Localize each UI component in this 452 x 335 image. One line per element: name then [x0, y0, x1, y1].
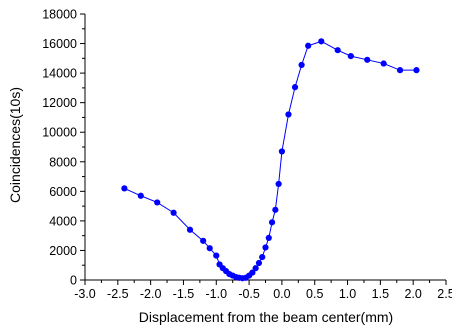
- series-layer: [121, 38, 420, 282]
- data-point: [259, 253, 266, 261]
- data-point: [200, 237, 207, 244]
- data-point: [291, 84, 299, 91]
- data-point: [413, 67, 420, 74]
- y-tick-label: 18000: [42, 8, 77, 22]
- x-tick-label: -1.0: [205, 287, 227, 301]
- data-point: [206, 245, 213, 252]
- x-axis-title: Displacement from the beam center(mm): [139, 309, 393, 325]
- y-axis-title: Coincidences(10s): [7, 87, 23, 203]
- y-tick-label: 0: [70, 274, 77, 288]
- data-point: [137, 192, 144, 199]
- x-tick-label: 2.5: [437, 287, 452, 301]
- data-point: [265, 234, 272, 241]
- data-point: [213, 252, 220, 259]
- data-point: [272, 206, 279, 213]
- data-point: [278, 148, 286, 155]
- data-point: [121, 185, 128, 192]
- data-point: [262, 244, 269, 251]
- x-tick-label: -1.5: [173, 287, 195, 301]
- x-tick-label: 0.0: [273, 287, 290, 301]
- data-point: [347, 53, 354, 60]
- data-point: [170, 209, 177, 216]
- data-point: [249, 269, 256, 276]
- y-tick-label: 12000: [42, 96, 77, 110]
- axes: -3.0 -2.5 -2.0 -1.5 -1.0 -0.5 0.0 0.5 1.0 1.5 2.0 2…: [42, 8, 452, 302]
- x-tick-label: 2.0: [404, 287, 421, 301]
- data-point: [364, 56, 371, 63]
- data-point: [252, 265, 259, 272]
- data-point: [275, 180, 282, 188]
- data-point: [305, 42, 312, 49]
- series-line: [124, 40, 417, 279]
- data-point: [380, 60, 387, 67]
- y-tick-label: 4000: [49, 214, 77, 228]
- x-tick-label: -3.0: [74, 287, 96, 301]
- data-point: [186, 226, 194, 233]
- x-tick-label: -0.5: [238, 287, 260, 301]
- data-point: [255, 259, 263, 267]
- data-point: [318, 38, 325, 45]
- y-tick-label: 14000: [42, 67, 77, 81]
- data-point: [285, 111, 292, 118]
- x-tick-label: 0.5: [306, 287, 323, 301]
- x-tick-label: -2.5: [107, 287, 129, 301]
- x-tick-label: -2.0: [140, 287, 162, 301]
- y-tick-label: 6000: [49, 185, 77, 199]
- data-point: [396, 67, 404, 74]
- data-point: [268, 219, 276, 226]
- y-tick-label: 2000: [49, 244, 77, 258]
- y-tick-label: 8000: [49, 155, 77, 169]
- data-point: [154, 199, 161, 206]
- data-point: [298, 61, 305, 69]
- x-tick-label: 1.0: [339, 287, 356, 301]
- y-tick-label: 10000: [42, 126, 77, 140]
- data-point: [334, 47, 341, 54]
- x-tick-label: 1.5: [372, 287, 389, 301]
- y-tick-label: 16000: [42, 37, 77, 51]
